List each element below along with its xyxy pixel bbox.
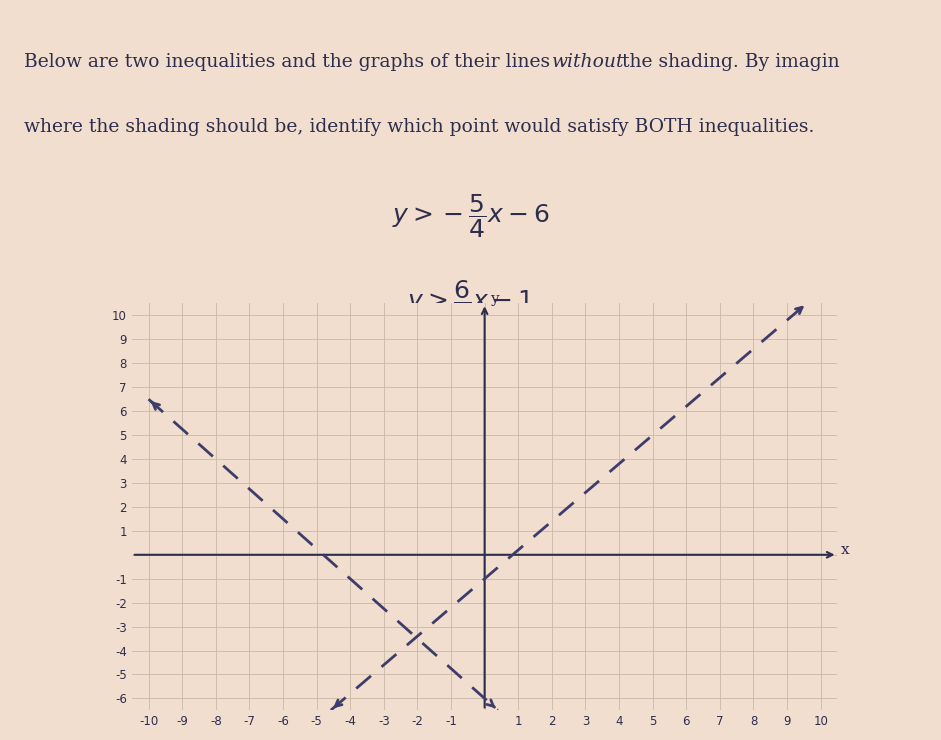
Text: without: without (552, 53, 625, 71)
Text: where the shading should be, identify which point would satisfy BOTH inequalitie: where the shading should be, identify wh… (24, 118, 814, 136)
Text: Below are two inequalities and the graphs of their lines: Below are two inequalities and the graph… (24, 53, 555, 71)
Text: x: x (841, 543, 850, 557)
Text: the shading. By imagin: the shading. By imagin (616, 53, 840, 71)
Text: $y > \dfrac{6}{5}x - 1$: $y > \dfrac{6}{5}x - 1$ (407, 278, 534, 326)
Text: $y > -\dfrac{5}{4}x - 6$: $y > -\dfrac{5}{4}x - 6$ (391, 192, 550, 240)
Text: y: y (490, 292, 499, 306)
